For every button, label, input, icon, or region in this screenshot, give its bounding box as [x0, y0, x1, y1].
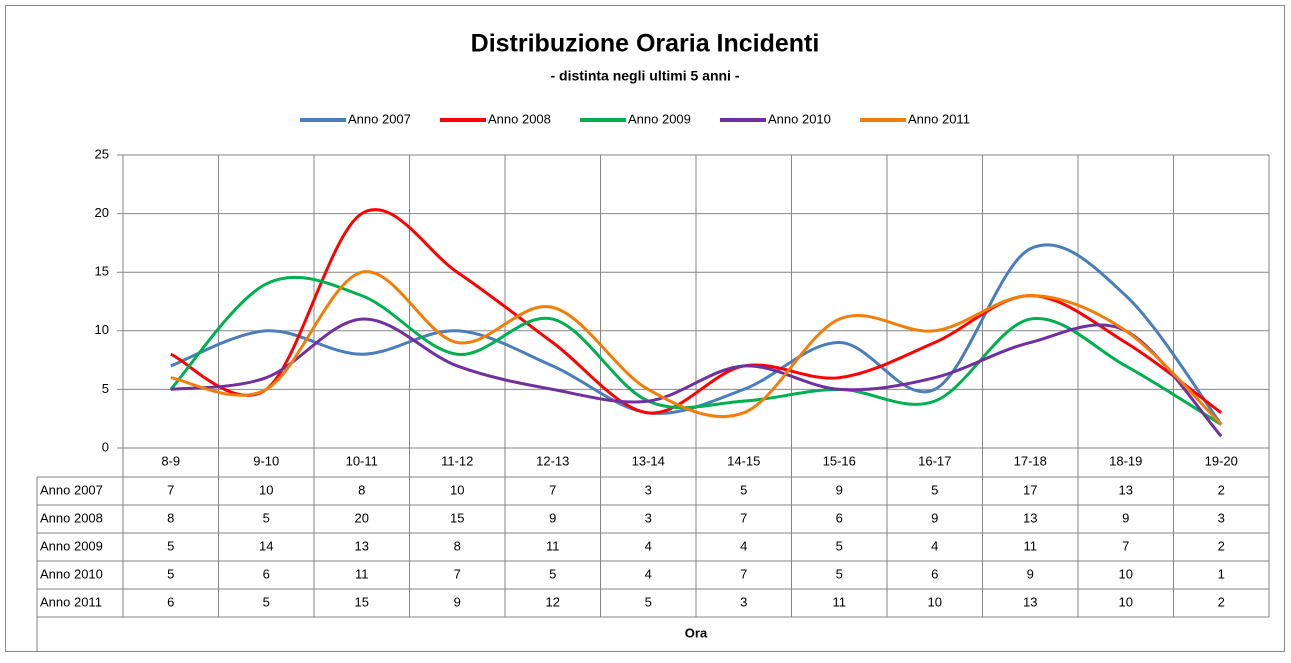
table-cell: 3 [1218, 510, 1225, 525]
table-cell: 14 [259, 538, 273, 553]
x-tick-label: 17-18 [1014, 453, 1047, 468]
table-cell: 7 [1122, 538, 1129, 553]
table-cell: 10 [259, 482, 273, 497]
table-cell: 2 [1218, 538, 1225, 553]
table-cell: 9 [1122, 510, 1129, 525]
series-line [170, 270, 1223, 426]
table-cell: 7 [549, 482, 556, 497]
x-tick-label: 13-14 [632, 453, 665, 468]
table-row-label: Anno 2008 [40, 510, 103, 525]
x-tick-label: 8-9 [161, 453, 180, 468]
x-tick-label: 12-13 [536, 453, 569, 468]
table-cell: 10 [928, 594, 942, 609]
table-cell: 13 [1023, 594, 1037, 609]
y-tick-label: 5 [102, 381, 109, 396]
table-cell: 2 [1218, 594, 1225, 609]
x-tick-label: 11-12 [441, 453, 473, 468]
table-cell: 9 [454, 594, 461, 609]
table-cell: 20 [355, 510, 369, 525]
table-cell: 5 [836, 566, 843, 581]
series-line [170, 243, 1223, 426]
table-cell: 6 [931, 566, 938, 581]
table-cell: 8 [454, 538, 461, 553]
table-cell: 5 [645, 594, 652, 609]
table-cell: 3 [645, 510, 652, 525]
table-cell: 7 [167, 482, 174, 497]
table-cell: 9 [1027, 566, 1034, 581]
legend-label: Anno 2007 [348, 111, 411, 126]
table-cell: 8 [358, 482, 365, 497]
table-cell: 4 [645, 538, 652, 553]
x-tick-label: 19-20 [1205, 453, 1238, 468]
table-cell: 11 [1024, 538, 1038, 553]
table-cell: 7 [740, 510, 747, 525]
table-cell: 10 [450, 482, 464, 497]
y-tick-label: 25 [95, 146, 109, 161]
x-tick-label: 9-10 [253, 453, 279, 468]
legend-label: Anno 2011 [908, 111, 970, 126]
table-cell: 5 [740, 482, 747, 497]
table-row-label: Anno 2011 [40, 594, 102, 609]
legend-label: Anno 2010 [768, 111, 831, 126]
series-line [170, 317, 1223, 438]
table-cell: 5 [167, 566, 174, 581]
table-cell: 4 [931, 538, 938, 553]
table-cell: 7 [454, 566, 461, 581]
table-cell: 17 [1023, 482, 1037, 497]
table-cell: 3 [645, 482, 652, 497]
table-cell: 13 [355, 538, 369, 553]
table-cell: 10 [1119, 594, 1133, 609]
table-cell: 5 [263, 594, 270, 609]
table-cell: 11 [833, 594, 847, 609]
table-cell: 5 [263, 510, 270, 525]
table-cell: 11 [355, 566, 369, 581]
table-cell: 4 [740, 538, 747, 553]
table-cell: 15 [355, 594, 369, 609]
table-cell: 12 [546, 594, 560, 609]
table-cell: 5 [167, 538, 174, 553]
table-cell: 13 [1119, 482, 1133, 497]
legend-label: Anno 2008 [488, 111, 551, 126]
table-cell: 6 [836, 510, 843, 525]
y-tick-label: 0 [102, 439, 109, 454]
table-cell: 7 [740, 566, 747, 581]
table-row-label: Anno 2009 [40, 538, 103, 553]
table-row-label: Anno 2007 [40, 482, 103, 497]
table-cell: 11 [546, 538, 560, 553]
chart-subtitle: - distinta negli ultimi 5 anni - [550, 68, 739, 84]
chart-frame [5, 5, 1285, 652]
table-cell: 1 [1218, 566, 1225, 581]
table-cell: 6 [167, 594, 174, 609]
table-cell: 5 [549, 566, 556, 581]
x-axis-label: Ora [685, 625, 708, 640]
x-tick-label: 14-15 [727, 453, 760, 468]
y-tick-label: 10 [95, 322, 109, 337]
table-cell: 9 [549, 510, 556, 525]
chart-title: Distribuzione Oraria Incidenti [471, 30, 820, 58]
legend-label: Anno 2009 [628, 111, 691, 126]
table-cell: 5 [931, 482, 938, 497]
table-cell: 8 [167, 510, 174, 525]
table-cell: 10 [1119, 566, 1133, 581]
x-tick-label: 18-19 [1109, 453, 1142, 468]
table-cell: 2 [1218, 482, 1225, 497]
table-row-label: Anno 2010 [40, 566, 103, 581]
table-cell: 5 [836, 538, 843, 553]
table-cell: 13 [1023, 510, 1037, 525]
table-cell: 4 [645, 566, 652, 581]
table-cell: 6 [263, 566, 270, 581]
table-cell: 9 [931, 510, 938, 525]
x-tick-label: 16-17 [918, 453, 951, 468]
table-cell: 3 [740, 594, 747, 609]
x-tick-label: 15-16 [823, 453, 856, 468]
table-cell: 15 [450, 510, 464, 525]
x-tick-label: 10-11 [346, 453, 378, 468]
y-tick-label: 20 [95, 205, 109, 220]
y-tick-label: 15 [95, 264, 109, 279]
table-cell: 9 [836, 482, 843, 497]
